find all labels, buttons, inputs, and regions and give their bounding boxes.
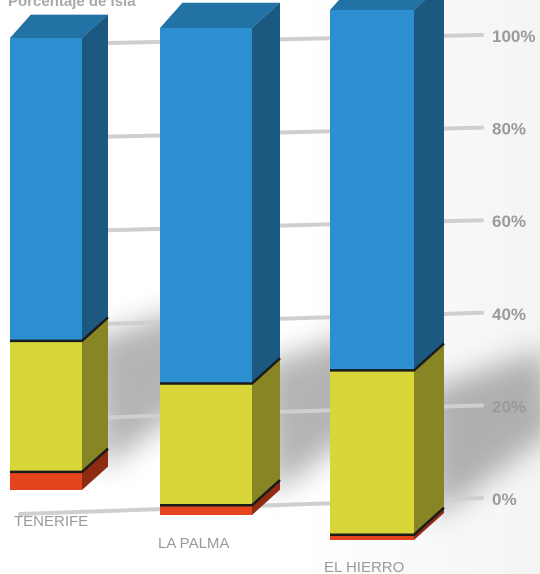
bar-top (160, 2, 280, 29)
y-tick-label: 20% (492, 397, 526, 416)
bar-segment (330, 0, 445, 372)
y-tick-label: 0% (492, 490, 517, 509)
y-tick-label: 60% (492, 212, 526, 231)
y-tick-label: 80% (492, 120, 526, 139)
bar-segment (160, 358, 281, 507)
bar-shadow (424, 351, 540, 520)
bar-segment (330, 343, 445, 536)
bar-segment (160, 2, 281, 385)
category-label: LA PALMA (158, 535, 229, 552)
bar-segment (10, 317, 109, 474)
y-tick-label: 100% (492, 27, 535, 46)
category-label: TENERIFE (14, 513, 88, 530)
bar-segment (10, 448, 108, 490)
chart-title: Porcentaje de isla (8, 0, 136, 10)
bar-top (10, 14, 108, 38)
y-tick-label: 40% (492, 305, 526, 324)
bar-top (330, 0, 426, 10)
bar-segment (160, 480, 280, 515)
category-label: EL HIERRO (324, 559, 404, 574)
bar-segment (10, 14, 109, 343)
